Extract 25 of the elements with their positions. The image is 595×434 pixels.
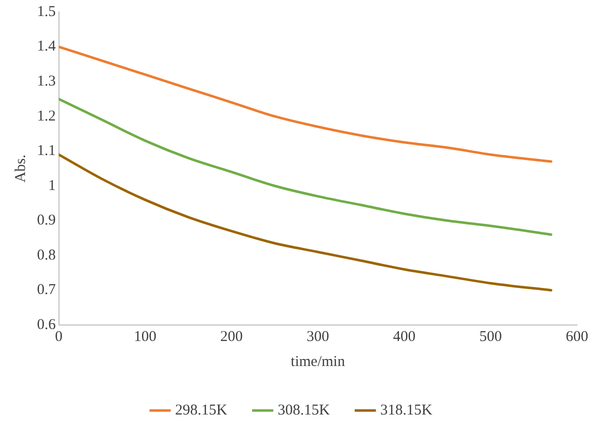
- x-tick-label: 300: [306, 328, 330, 345]
- x-tick-label: 200: [220, 328, 243, 345]
- line-series: [58, 46, 552, 163]
- y-tick-label: 1.3: [37, 73, 56, 90]
- line-series: [58, 153, 552, 292]
- y-tick-label: 1.1: [37, 143, 56, 160]
- x-tick-label: 500: [479, 328, 502, 345]
- x-tick-label: 100: [134, 328, 156, 345]
- legend-label: 298.15K: [175, 402, 228, 418]
- x-tick-label: 400: [393, 328, 416, 345]
- legend-label: 308.15K: [278, 402, 330, 418]
- y-tick-label: 1.5: [37, 4, 56, 20]
- y-axis-title: Abs.: [12, 154, 29, 182]
- y-tick-label: 1.2: [37, 108, 56, 124]
- x-axis-title: time/min: [290, 354, 346, 370]
- x-tick-label: 0: [55, 328, 62, 345]
- y-tick-label: 1: [48, 178, 56, 194]
- line-series: [58, 98, 552, 236]
- y-tick-label: 0.6: [37, 316, 56, 333]
- legend-label: 318.15K: [380, 402, 433, 418]
- y-tick-label: 0.7: [37, 282, 56, 298]
- x-tick-label: 600: [566, 328, 588, 345]
- y-tick-label: 1.4: [37, 38, 56, 55]
- y-tick-label: 0.8: [37, 247, 56, 264]
- y-tick-label: 0.9: [37, 212, 56, 229]
